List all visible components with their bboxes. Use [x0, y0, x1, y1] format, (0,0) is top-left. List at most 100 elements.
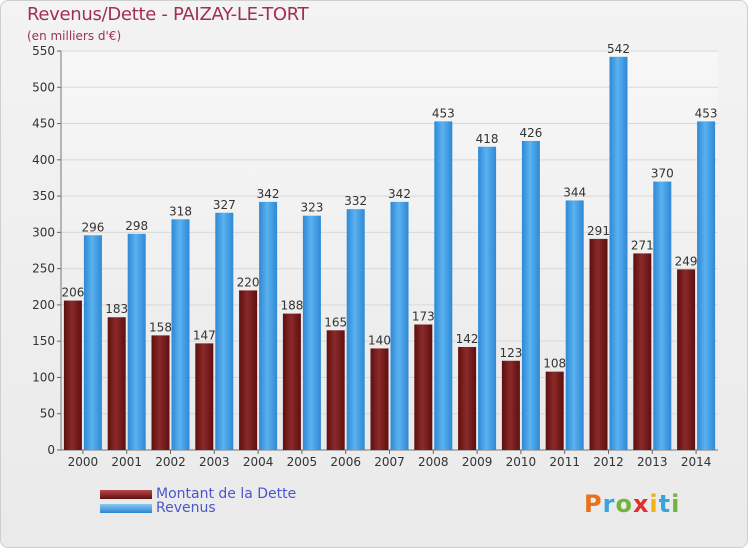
y-tick-label: 350: [32, 189, 55, 203]
bar-revenue: [478, 146, 497, 450]
y-tick-label: 250: [32, 262, 55, 276]
bar-revenue: [346, 209, 365, 450]
x-tick-label: 2011: [549, 455, 580, 469]
data-label-debt: 123: [499, 346, 522, 360]
bar-revenue: [259, 201, 278, 450]
bar-revenue: [697, 121, 716, 451]
data-label-debt: 188: [280, 299, 303, 313]
data-label-revenue: 426: [519, 126, 542, 140]
data-label-debt: 142: [456, 332, 479, 346]
legend-label-revenue: Revenus: [156, 500, 216, 516]
logo-letter: P: [584, 490, 603, 518]
logo-letter: i: [649, 490, 659, 518]
x-tick-label: 2009: [462, 455, 493, 469]
data-label-revenue: 318: [169, 204, 192, 218]
data-label-revenue: 296: [81, 220, 104, 234]
bar-revenue: [434, 121, 453, 451]
data-label-revenue: 342: [388, 187, 411, 201]
data-label-revenue: 323: [300, 201, 323, 215]
legend-swatch-debt: [100, 489, 152, 499]
data-label-debt: 206: [61, 286, 84, 300]
bar-revenue: [565, 200, 584, 450]
bar-debt: [63, 300, 82, 450]
y-tick-label: 300: [32, 225, 55, 239]
data-label-debt: 291: [587, 224, 610, 238]
logo-letter: t: [658, 490, 672, 518]
data-label-revenue: 542: [607, 42, 630, 56]
logo-letter: i: [671, 490, 681, 518]
bar-revenue: [390, 201, 409, 450]
bar-debt: [326, 330, 345, 450]
bar-debt: [414, 324, 433, 450]
chart-title: Revenus/Dette - PAIZAY-LE-TORT: [27, 4, 309, 25]
bar-debt: [545, 371, 564, 450]
bar-revenue: [171, 219, 190, 450]
data-label-debt: 183: [105, 302, 128, 316]
bar-debt: [151, 335, 170, 450]
x-tick-label: 2001: [111, 455, 142, 469]
x-tick-label: 2010: [506, 455, 537, 469]
bar-debt: [195, 343, 214, 450]
bar-revenue: [521, 140, 540, 450]
bar-debt: [458, 346, 477, 450]
legend-item-debt: Montant de la Dette: [100, 486, 297, 502]
x-tick-label: 2013: [637, 455, 668, 469]
bar-debt: [239, 290, 258, 450]
logo-letter: o: [615, 490, 633, 518]
plot-area: [61, 51, 718, 450]
data-label-debt: 173: [412, 309, 435, 323]
bar-debt: [282, 313, 301, 450]
data-label-revenue: 453: [432, 106, 455, 120]
bar-revenue: [302, 215, 321, 450]
x-tick-label: 2007: [374, 455, 405, 469]
bar-debt: [677, 269, 696, 450]
y-tick-label: 400: [32, 153, 55, 167]
data-label-revenue: 370: [651, 167, 674, 181]
data-label-debt: 165: [324, 315, 347, 329]
data-label-debt: 220: [237, 275, 260, 289]
y-tick-label: 50: [40, 407, 55, 421]
legend-item-revenue: Revenus: [100, 500, 216, 516]
x-tick-label: 2014: [681, 455, 712, 469]
x-tick-label: 2004: [243, 455, 274, 469]
data-label-revenue: 342: [257, 187, 280, 201]
data-label-debt: 271: [631, 238, 654, 252]
y-tick-label: 550: [32, 44, 55, 58]
bar-revenue: [609, 56, 628, 450]
bar-debt: [589, 238, 608, 450]
x-tick-label: 2012: [593, 455, 624, 469]
logo-letter: r: [602, 490, 616, 518]
data-label-revenue: 453: [695, 106, 718, 120]
y-tick-label: 0: [47, 443, 55, 457]
bar-revenue: [653, 181, 672, 450]
y-tick-label: 100: [32, 370, 55, 384]
logo-letter: x: [632, 490, 650, 518]
legend-swatch-revenue: [100, 503, 152, 513]
data-label-revenue: 418: [476, 132, 499, 146]
y-tick-label: 150: [32, 334, 55, 348]
bar-debt: [370, 348, 389, 450]
data-label-debt: 140: [368, 333, 391, 347]
bar-revenue: [127, 233, 146, 450]
bar-revenue: [83, 235, 102, 450]
x-tick-label: 2008: [418, 455, 449, 469]
x-tick-label: 2005: [287, 455, 318, 469]
data-label-debt: 249: [675, 254, 698, 268]
chart-unit-label: (en milliers d'€): [27, 29, 122, 43]
y-tick-label: 200: [32, 298, 55, 312]
bar-debt: [633, 253, 652, 450]
data-label-revenue: 298: [125, 219, 148, 233]
x-tick-label: 2003: [199, 455, 230, 469]
data-label-debt: 158: [149, 320, 172, 334]
data-label-revenue: 344: [563, 185, 586, 199]
legend-label-debt: Montant de la Dette: [156, 486, 297, 502]
x-tick-label: 2000: [68, 455, 99, 469]
y-tick-label: 500: [32, 80, 55, 94]
data-label-revenue: 327: [213, 198, 236, 212]
data-label-revenue: 332: [344, 194, 367, 208]
bar-revenue: [215, 212, 234, 450]
proxiti-logo: Proxiti: [584, 490, 680, 518]
x-tick-label: 2002: [155, 455, 186, 469]
bar-debt: [501, 360, 520, 450]
